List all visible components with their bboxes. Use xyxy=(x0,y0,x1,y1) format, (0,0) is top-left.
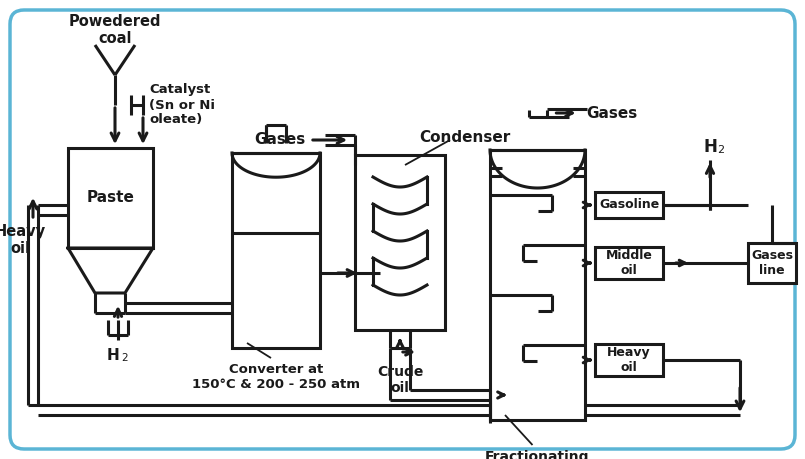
Bar xyxy=(490,150,585,420)
Text: Powedered
coal: Powedered coal xyxy=(68,14,161,46)
Text: Converter at
150°C & 200 - 250 atm: Converter at 150°C & 200 - 250 atm xyxy=(192,363,360,391)
Text: Heavy
oil: Heavy oil xyxy=(607,346,650,374)
Text: Gases
line: Gases line xyxy=(751,249,793,277)
FancyBboxPatch shape xyxy=(10,10,795,449)
Text: 2: 2 xyxy=(717,145,724,155)
Text: H: H xyxy=(106,347,119,363)
Bar xyxy=(68,148,153,248)
Bar xyxy=(595,247,663,279)
Text: Gasoline: Gasoline xyxy=(599,198,659,212)
Text: Paste: Paste xyxy=(87,190,134,206)
Text: 2: 2 xyxy=(121,353,128,363)
Text: Heavy
oil: Heavy oil xyxy=(0,224,46,256)
Text: Fractionating
column: Fractionating column xyxy=(485,450,590,459)
Bar xyxy=(232,153,320,348)
Bar xyxy=(595,344,663,376)
Polygon shape xyxy=(68,248,153,293)
Text: Middle
oil: Middle oil xyxy=(605,249,652,277)
Text: Crude
oil: Crude oil xyxy=(377,365,423,395)
Text: Catalyst
(Sn or Ni
oleate): Catalyst (Sn or Ni oleate) xyxy=(149,84,215,127)
Text: H: H xyxy=(703,138,717,156)
Bar xyxy=(355,155,445,330)
Text: Condenser: Condenser xyxy=(419,129,510,145)
Bar xyxy=(595,192,663,218)
Text: Gases: Gases xyxy=(587,106,638,121)
Bar xyxy=(233,233,319,348)
Bar xyxy=(748,243,796,283)
Text: Gases: Gases xyxy=(254,133,306,147)
